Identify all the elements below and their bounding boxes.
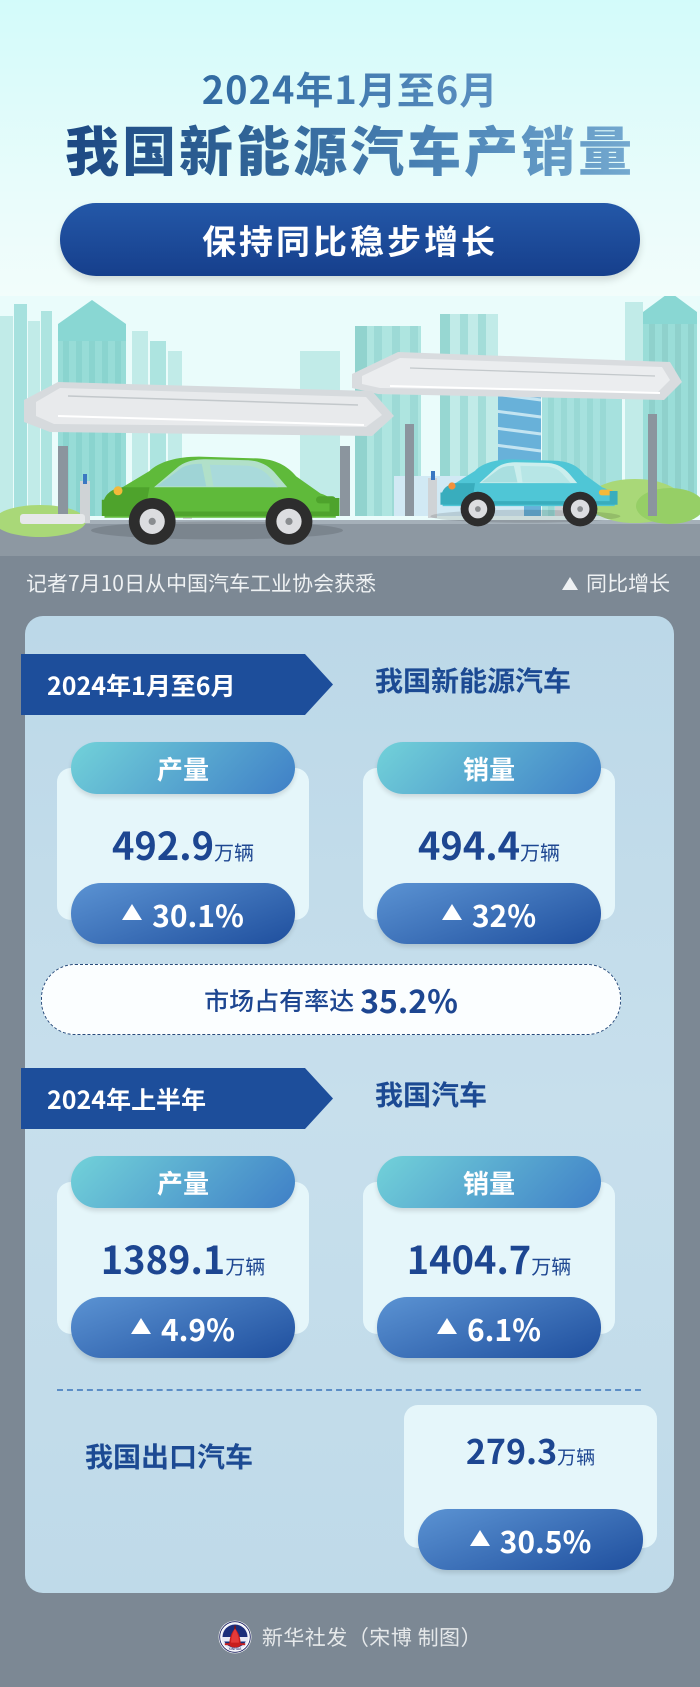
svg-text:XINHUA: XINHUA <box>228 1647 242 1651</box>
